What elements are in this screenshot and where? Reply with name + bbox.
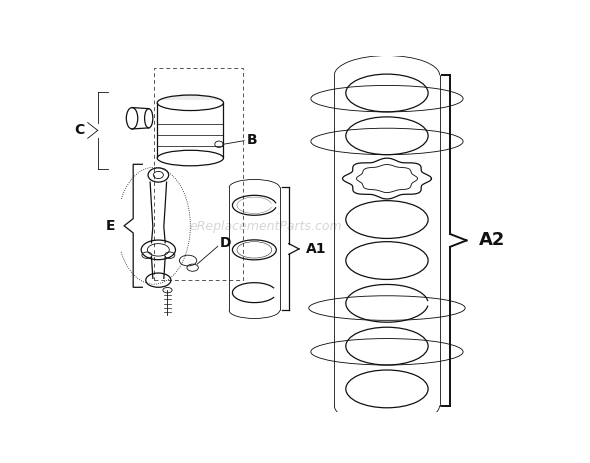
Text: C: C xyxy=(74,124,84,138)
Text: eReplacementParts.com: eReplacementParts.com xyxy=(189,220,342,233)
Bar xyxy=(154,68,243,280)
Text: D: D xyxy=(220,237,231,250)
Text: B: B xyxy=(247,133,257,147)
Text: A2: A2 xyxy=(479,232,505,250)
Text: E: E xyxy=(106,219,115,233)
Text: A1: A1 xyxy=(306,242,326,256)
